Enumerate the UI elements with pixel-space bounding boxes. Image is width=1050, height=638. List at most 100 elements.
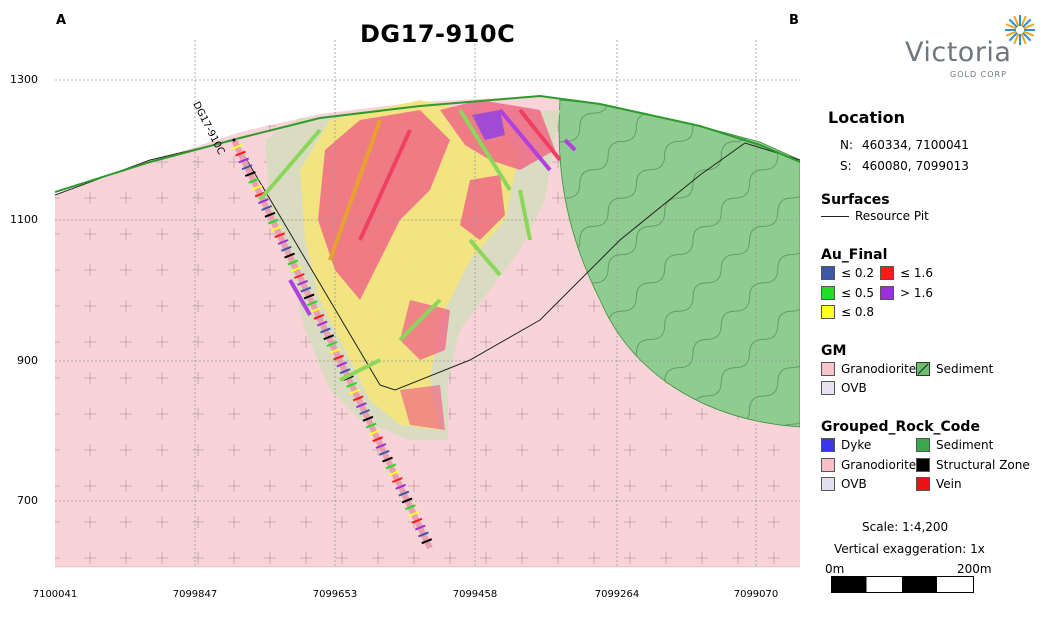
section-end-label: B bbox=[789, 13, 799, 28]
gm-title: GM bbox=[821, 343, 847, 359]
drillhole-interval-tick bbox=[284, 252, 295, 259]
logo-ray bbox=[1023, 30, 1035, 37]
scale-end-label: 200m bbox=[957, 562, 992, 576]
high-grade-zone-4 bbox=[400, 300, 450, 360]
location-title: Location bbox=[828, 108, 905, 127]
logo-name: Victoria bbox=[905, 37, 1012, 68]
au-swatch-1.6 bbox=[880, 266, 894, 280]
drillhole-interval-tick bbox=[411, 517, 423, 524]
drillhole-interval-tick bbox=[382, 456, 393, 463]
drillhole-interval-tick bbox=[352, 395, 364, 402]
location-legend: Location N: 460334, 7100041 S: 460080, 7… bbox=[828, 108, 1038, 178]
drillhole-interval-tick bbox=[244, 171, 256, 177]
drillhole-interval-tick bbox=[271, 225, 282, 232]
drillhole-interval-tick bbox=[369, 429, 380, 436]
au-swatch-gt1.6 bbox=[880, 286, 894, 300]
logo-ray bbox=[1020, 33, 1027, 45]
drillhole-interval-tick bbox=[346, 381, 357, 388]
drillhole-interval-tick bbox=[405, 504, 416, 511]
drillhole-interval-tick bbox=[421, 538, 433, 545]
drillhole-interval-tick bbox=[391, 477, 403, 483]
drillhole-interval-tick bbox=[280, 245, 292, 252]
drillhole-interval-tick bbox=[359, 409, 371, 415]
south-label: S: bbox=[840, 159, 852, 173]
drillhole-interval-tick bbox=[277, 239, 289, 245]
drillhole-interval-tick bbox=[235, 150, 246, 157]
logo-ray bbox=[1013, 15, 1020, 27]
rock-label-vein: Vein bbox=[936, 477, 962, 491]
drillhole-interval-tick bbox=[287, 259, 299, 266]
drillhole-interval-tick bbox=[329, 347, 341, 354]
y-tick-label: 700 bbox=[17, 494, 38, 507]
north-label: N: bbox=[840, 138, 854, 152]
drillhole-interval-tick bbox=[365, 422, 377, 429]
drillhole-interval-tick bbox=[333, 354, 344, 361]
resource-pit-label: Resource Pit bbox=[855, 209, 929, 223]
drillhole-interval-tick bbox=[336, 361, 348, 368]
gm-swatch-granodiorite bbox=[821, 362, 835, 376]
drillhole-interval-tick bbox=[362, 415, 374, 422]
rock-swatch-dyke bbox=[821, 438, 835, 452]
drillhole-interval-tick bbox=[297, 279, 308, 286]
drillhole-interval-tick bbox=[372, 436, 384, 443]
high-grade-zone-1 bbox=[318, 110, 450, 300]
drillhole-interval-tick bbox=[326, 341, 338, 347]
resource-pit-swatch bbox=[821, 216, 849, 217]
drillhole-interval-tick bbox=[231, 143, 243, 150]
rock-label-ovb: OVB bbox=[841, 477, 867, 491]
logo-ray bbox=[1022, 32, 1032, 42]
drillhole-interval-tick bbox=[395, 483, 406, 490]
gm-swatch-ovb bbox=[821, 381, 835, 395]
rock-swatch-sediment bbox=[916, 438, 930, 452]
drillhole-interval-tick bbox=[303, 293, 315, 300]
logo-ray bbox=[1022, 18, 1032, 28]
drillhole-interval-tick bbox=[316, 320, 328, 327]
drillhole-interval-tick bbox=[320, 327, 331, 334]
logo-ray bbox=[1023, 23, 1035, 30]
drillhole-interval-tick bbox=[258, 198, 269, 205]
au-label-0.8: ≤ 0.8 bbox=[841, 305, 874, 319]
scale-bar bbox=[831, 576, 974, 593]
drillhole-interval-tick bbox=[323, 334, 335, 341]
north-value: 460334, 7100041 bbox=[862, 138, 969, 152]
sediment-area bbox=[558, 99, 800, 428]
surfaces-title: Surfaces bbox=[821, 192, 890, 208]
y-tick-label: 1300 bbox=[10, 73, 38, 86]
y-tick-label: 1100 bbox=[10, 213, 38, 226]
drillhole-interval-tick bbox=[261, 205, 273, 211]
logo-subtitle: GOLD CORP bbox=[950, 70, 1007, 79]
high-grade-zone-5 bbox=[400, 385, 445, 430]
drillhole-interval-tick bbox=[418, 531, 429, 538]
drillhole-interval-tick bbox=[385, 463, 397, 470]
logo-ray bbox=[1005, 30, 1017, 37]
rock-swatch-structural-zone bbox=[916, 458, 930, 472]
scale-start-label: 0m bbox=[825, 562, 845, 576]
logo-ray bbox=[1008, 32, 1018, 42]
drillhole-interval-tick bbox=[408, 511, 420, 517]
section-start-label: A bbox=[56, 13, 67, 28]
logo-ray bbox=[1020, 15, 1027, 27]
victoria-star-logo-icon bbox=[1005, 15, 1035, 45]
drillhole-interval-tick bbox=[378, 449, 390, 456]
x-tick-label: 7099458 bbox=[452, 589, 498, 600]
rock-label-granodiorite: Granodiorite bbox=[841, 458, 917, 472]
rock-swatch-granodiorite bbox=[821, 458, 835, 472]
y-tick-label: 900 bbox=[17, 354, 38, 367]
au-swatch-0.2 bbox=[821, 266, 835, 280]
scale-text: Scale: 1:4,200 bbox=[862, 520, 949, 534]
rock-swatch-vein bbox=[916, 477, 930, 491]
gm-label-granodiorite: Granodiorite bbox=[841, 362, 917, 376]
rock-code-title: Grouped_Rock_Code bbox=[821, 419, 980, 435]
drillhole-interval-tick bbox=[307, 300, 318, 307]
drillhole-interval-tick bbox=[251, 184, 263, 191]
logo-ray bbox=[1008, 18, 1018, 28]
drillhole-interval-tick bbox=[339, 368, 351, 375]
au-final-title: Au_Final bbox=[821, 247, 888, 263]
logo-ray bbox=[1013, 33, 1020, 45]
drillhole-interval-tick bbox=[248, 177, 259, 184]
gm-label-sediment: Sediment bbox=[936, 362, 994, 376]
drillhole-interval-tick bbox=[356, 402, 367, 409]
au-label-1.6: ≤ 1.6 bbox=[900, 266, 933, 280]
au-label-0.2: ≤ 0.2 bbox=[841, 266, 874, 280]
gm-swatch-sediment bbox=[916, 362, 930, 376]
